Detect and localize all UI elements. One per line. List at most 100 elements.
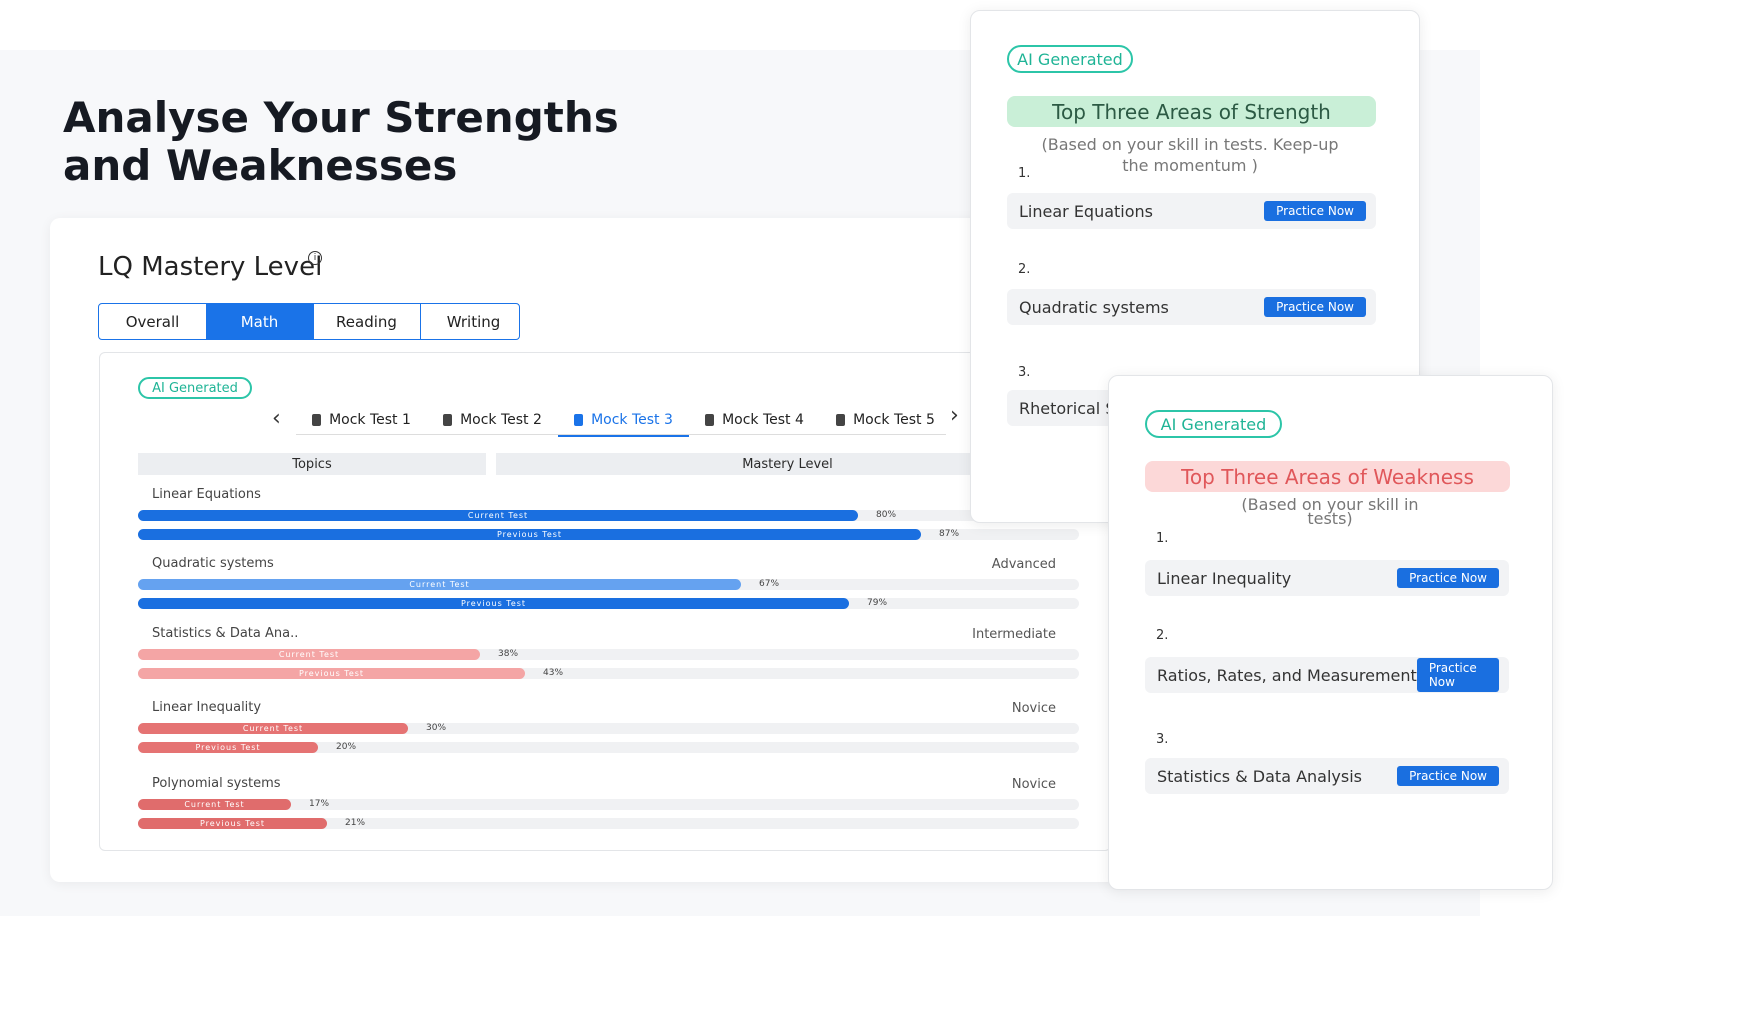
item-index: 3. [1018, 365, 1031, 380]
bar: Current Test [138, 799, 291, 810]
topic-name: Polynomial systems [152, 776, 281, 791]
bar: Current Test [138, 723, 408, 734]
item-name: Linear Inequality [1157, 568, 1292, 588]
test-label: Mock Test 5 [853, 412, 935, 428]
mastery-level: Novice [1011, 777, 1056, 792]
test-label: Mock Test 4 [722, 412, 804, 428]
bar-label: Previous Test [496, 530, 563, 539]
subject-tab[interactable]: Writing [420, 304, 519, 339]
bar-label: Current Test [184, 800, 245, 809]
subject-tab[interactable]: Math [206, 304, 314, 339]
weakness-card [1108, 375, 1553, 890]
clipboard-icon [836, 414, 846, 426]
bar-value: 17% [309, 799, 330, 809]
bar-track [138, 818, 1079, 829]
bar-track [138, 799, 1079, 810]
bar-value: 20% [336, 742, 357, 752]
bar-label: Previous Test [460, 599, 527, 608]
ai-badge: AI Generated [1007, 45, 1133, 73]
bar: Previous Test [138, 668, 525, 679]
tests-underline [296, 434, 946, 435]
item-row: Statistics & Data Analysis Practice Now [1145, 758, 1509, 794]
test-label: Mock Test 2 [460, 412, 542, 428]
next-arrow[interactable]: › [950, 403, 959, 428]
bar-label: Previous Test [199, 819, 266, 828]
test-label: Mock Test 3 [591, 412, 673, 428]
bar: Current Test [138, 510, 858, 521]
subject-tab[interactable]: Reading [313, 304, 421, 339]
item-name: Statistics & Data Analysis [1157, 766, 1362, 786]
bar-value: 21% [345, 818, 366, 828]
subject-tab[interactable]: Overall [99, 304, 207, 339]
clipboard-icon [705, 414, 715, 426]
topic-name: Linear Inequality [152, 700, 262, 715]
item-row: Linear Inequality Practice Now [1145, 560, 1509, 596]
item-index: 1. [1156, 531, 1169, 546]
bar: Previous Test [138, 598, 849, 609]
bar-label: Current Test [409, 580, 470, 589]
bar: Current Test [138, 649, 480, 660]
topic-name: Linear Equations [152, 487, 261, 502]
bar: Previous Test [138, 742, 318, 753]
strength-subtitle: (Based on your skill in tests. Keep-up t… [1041, 135, 1339, 175]
clipboard-icon [312, 414, 322, 426]
test-tabs: Mock Test 1 Mock Test 2 Mock Test 3 Mock Te… [296, 405, 946, 437]
subject-tabs: Overall Math Reading Writing [98, 303, 520, 340]
item-index: 3. [1156, 732, 1169, 747]
item-name: Rhetorical S [1019, 398, 1116, 418]
bar-value: 80% [876, 510, 897, 520]
bar-track [138, 649, 1079, 660]
bar-track [138, 668, 1079, 679]
test-tab[interactable]: Mock Test 4 [689, 405, 820, 435]
item-index: 2. [1156, 628, 1169, 643]
bar-label: Current Test [467, 511, 529, 520]
test-tab[interactable]: Mock Test 2 [427, 405, 558, 435]
mastery-level: Advanced [991, 557, 1056, 572]
ai-badge: AI Generated [138, 377, 252, 399]
topics-header: Topics [138, 453, 486, 475]
clipboard-icon [574, 414, 584, 426]
test-tab[interactable]: Mock Test 3 [558, 405, 689, 437]
bar: Current Test [138, 579, 741, 590]
bar-label: Current Test [242, 724, 304, 733]
weakness-subtitle: (Based on your skill in tests) [1241, 495, 1419, 528]
test-label: Mock Test 1 [329, 412, 411, 428]
bar-value: 79% [867, 598, 888, 608]
topic-name: Statistics & Data Ana.. [152, 626, 299, 641]
practice-button[interactable]: Practice Now [1264, 297, 1366, 317]
practice-button[interactable]: Practice Now [1416, 658, 1499, 692]
mastery-level: Intermediate [972, 627, 1056, 642]
bar-value: 87% [939, 529, 960, 539]
bar-track [138, 742, 1079, 753]
weakness-title: Top Three Areas of Weakness [1145, 461, 1510, 492]
bar: Previous Test [138, 529, 921, 540]
item-index: 1. [1018, 166, 1031, 181]
bar-label: Previous Test [298, 669, 365, 678]
practice-button[interactable]: Practice Now [1264, 201, 1366, 221]
item-row: Ratios, Rates, and Measurement Practice N… [1145, 657, 1509, 693]
item-row: Quadratic systems Practice Now [1007, 289, 1376, 325]
practice-button[interactable]: Practice Now [1397, 766, 1499, 786]
level-header: Mastery Level [496, 453, 1079, 475]
prev-arrow[interactable]: ‹ [272, 406, 281, 431]
bar: Previous Test [138, 818, 327, 829]
ai-badge: AI Generated [1145, 410, 1282, 438]
bar-label: Previous Test [195, 743, 261, 752]
bar-value: 38% [498, 649, 519, 659]
bar-value: 30% [426, 723, 447, 733]
bar-value: 43% [543, 668, 564, 678]
practice-button[interactable]: Practice Now [1397, 568, 1499, 588]
strength-title: Top Three Areas of Strength [1007, 96, 1376, 127]
bar-track [138, 723, 1079, 734]
item-name: Quadratic systems [1019, 297, 1169, 317]
info-icon[interactable]: i [308, 251, 322, 265]
test-tab[interactable]: Mock Test 5 [820, 405, 951, 435]
item-name: Linear Equations [1019, 201, 1154, 221]
test-tab[interactable]: Mock Test 1 [296, 405, 427, 435]
clipboard-icon [443, 414, 453, 426]
mastery-title: LQ Mastery Level [98, 252, 323, 282]
topic-name: Quadratic systems [152, 556, 274, 571]
mastery-level: Novice [1011, 701, 1056, 716]
item-index: 2. [1018, 262, 1031, 277]
